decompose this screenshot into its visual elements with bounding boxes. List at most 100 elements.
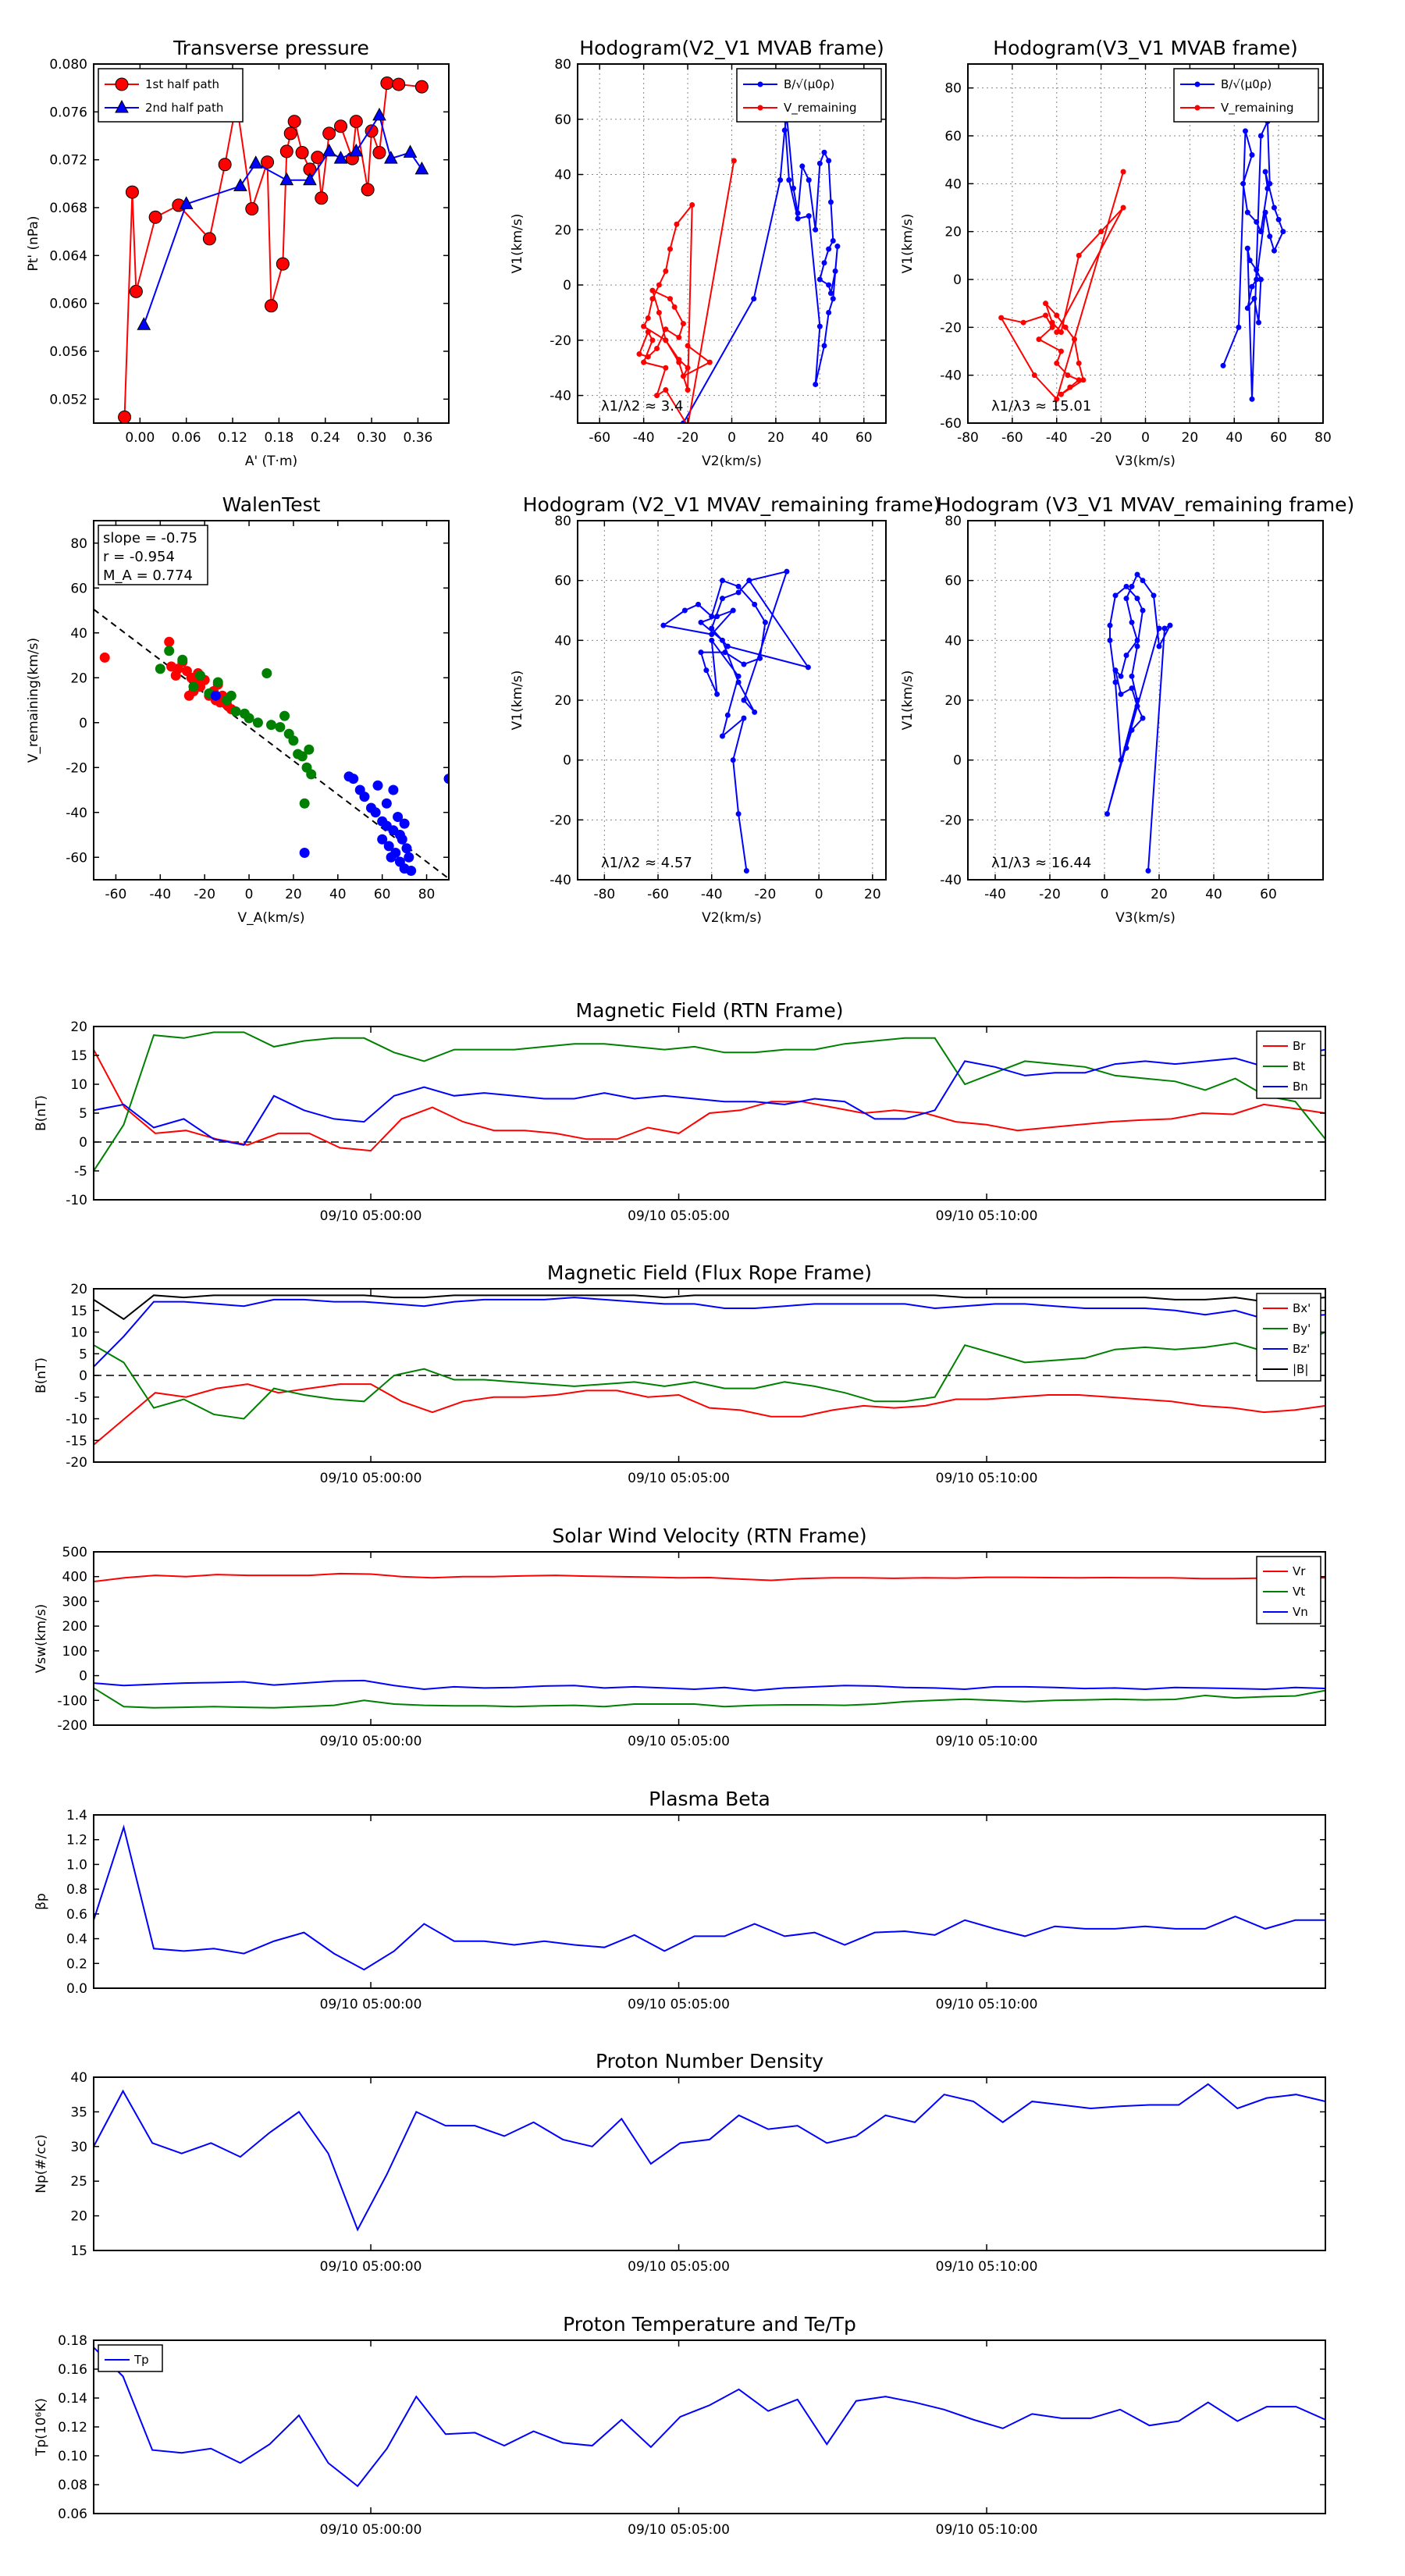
c2-legend-label-0: B/√(μ0ρ) bbox=[1221, 77, 1272, 91]
c11-ytick-label-6: 0.18 bbox=[58, 2333, 87, 2349]
c11-title: Proton Temperature and Te/Tp bbox=[563, 2313, 856, 2336]
c2-ytick-label-2: -20 bbox=[940, 320, 962, 336]
c5-xtick-label-1: -20 bbox=[1039, 887, 1061, 902]
c5-s0-point-25 bbox=[1123, 583, 1129, 589]
c0-xtick-label-1: 0.06 bbox=[172, 430, 201, 446]
c2-s0-point-6 bbox=[1254, 219, 1260, 225]
c7-data bbox=[94, 1294, 1325, 1446]
c5-s0-point-6 bbox=[1134, 571, 1140, 578]
c5-s0-point-32 bbox=[1156, 625, 1162, 632]
c7-series-line-2 bbox=[94, 1297, 1325, 1368]
c0-s1-point-0 bbox=[137, 317, 151, 330]
c0-ytick-label-6: 0.076 bbox=[49, 105, 87, 120]
c3-s1-point-0 bbox=[155, 664, 165, 674]
c6-legend-label-1: Bt bbox=[1293, 1059, 1305, 1073]
c1-s0-point-17 bbox=[816, 276, 823, 283]
c2-s0-point-22 bbox=[1254, 267, 1260, 273]
c5-xlabel: V3(km/s) bbox=[1115, 910, 1176, 926]
c0-ytick-label-4: 0.068 bbox=[49, 201, 87, 216]
c3-s0-point-0 bbox=[99, 652, 110, 663]
c2-s1-point-20 bbox=[1049, 319, 1055, 326]
c8-ytick-label-4: 200 bbox=[62, 1619, 87, 1635]
c2-s0-point-19 bbox=[1251, 296, 1257, 302]
c1-s0-point-2 bbox=[777, 177, 784, 183]
c4-s0-point-29 bbox=[741, 697, 747, 703]
c5-xtick-label-2: 0 bbox=[1101, 887, 1109, 902]
c9-ytick-label-5: 1.0 bbox=[66, 1857, 87, 1873]
c7-ytick-label-2: -10 bbox=[66, 1412, 87, 1428]
c4-s0-point-4 bbox=[719, 733, 725, 739]
c5-s0-point-26 bbox=[1134, 596, 1140, 602]
c1-title: Hodogram(V2_V1 MVAB frame) bbox=[579, 37, 884, 59]
c11-legend-box bbox=[98, 2344, 163, 2372]
c10-ytick-label-1: 20 bbox=[70, 2209, 87, 2225]
c1-s1-point-2 bbox=[663, 387, 669, 393]
c0-ylabel: Pt' (nPa) bbox=[26, 216, 41, 272]
c9-ytick-label-3: 0.6 bbox=[66, 1907, 87, 1923]
c0-s0-point-2 bbox=[129, 284, 143, 298]
c4-s0-point-10 bbox=[698, 649, 704, 656]
c5-ytick-label-2: 0 bbox=[953, 753, 962, 769]
c0-s1-point-3 bbox=[248, 155, 263, 169]
c3-s1-point-4 bbox=[195, 670, 205, 681]
c2-s0-point-21 bbox=[1257, 276, 1264, 283]
c4-s0-point-9 bbox=[703, 667, 710, 674]
c9-ytick-label-4: 0.8 bbox=[66, 1882, 87, 1898]
c3-data bbox=[94, 608, 449, 880]
c5-title: Hodogram (V3_V1 MVAV_remaining frame) bbox=[937, 493, 1355, 516]
c4-s0-point-3 bbox=[741, 715, 747, 721]
c1-xtick-label-3: 0 bbox=[727, 430, 736, 446]
c7-series-line-1 bbox=[94, 1331, 1325, 1420]
c10-xtick-label-0: 09/10 05:00:00 bbox=[320, 2259, 422, 2275]
c4-s0-point-26 bbox=[719, 637, 725, 643]
c8-series-line-0 bbox=[94, 1572, 1325, 1583]
c2-s0-point-20 bbox=[1256, 319, 1262, 326]
c4-xtick-label-5: 20 bbox=[864, 887, 881, 902]
c2-s1-point-legend bbox=[1194, 105, 1200, 111]
c3-s1-point-9 bbox=[230, 706, 241, 717]
c1-xtick-label-6: 60 bbox=[855, 430, 873, 446]
c8-ytick-label-3: 100 bbox=[62, 1644, 87, 1660]
c1-s0-point-5 bbox=[791, 185, 796, 191]
c2-ytick-label-6: 60 bbox=[944, 129, 962, 144]
c1-s1-point-23 bbox=[667, 246, 673, 252]
c2-s0-point-16 bbox=[1254, 276, 1260, 283]
c1-s1-point-4 bbox=[663, 365, 669, 371]
c9-ylabel: βp bbox=[34, 1893, 49, 1910]
c7-legend-label-0: Bx' bbox=[1293, 1301, 1311, 1315]
c7-ytick-label-7: 15 bbox=[70, 1304, 87, 1319]
c5-xtick-label-0: -40 bbox=[984, 887, 1006, 902]
c8-xtick-label-1: 09/10 05:05:00 bbox=[628, 1734, 730, 1749]
c4-s0-point-32 bbox=[805, 664, 811, 671]
c1-ytick-label-3: 20 bbox=[554, 222, 571, 238]
c5-xtick-label-4: 40 bbox=[1205, 887, 1222, 902]
c0-s0-point-0 bbox=[118, 410, 132, 423]
c3-ytick-label-2: -20 bbox=[66, 760, 87, 776]
c2-s0-point-17 bbox=[1249, 283, 1255, 290]
c0-xtick-label-0: 0.00 bbox=[125, 430, 155, 446]
c0-s0-point-12 bbox=[279, 144, 293, 158]
c0-xtick-label-2: 0.12 bbox=[218, 430, 247, 446]
c5-plot-frame bbox=[967, 520, 1324, 881]
c2-s0-point-8 bbox=[1264, 185, 1271, 191]
c4-ylabel: V1(km/s) bbox=[510, 671, 525, 731]
c3-xtick-label-7: 80 bbox=[418, 887, 436, 902]
c6-series-line-0 bbox=[94, 1049, 1325, 1152]
c4-s0-point-35 bbox=[719, 596, 725, 602]
c6-ytick-label-4: 10 bbox=[70, 1077, 87, 1093]
c5-s0-point-4 bbox=[1151, 592, 1157, 599]
c11-xtick-label-1: 09/10 05:05:00 bbox=[628, 2522, 730, 2538]
c10-ylabel: Np(#/cc) bbox=[34, 2134, 49, 2193]
c7-ytick-label-6: 10 bbox=[70, 1325, 87, 1341]
c3-s1-point-24 bbox=[306, 769, 317, 780]
c3-ytick-label-7: 80 bbox=[70, 536, 87, 552]
c3-s1-point-23 bbox=[304, 744, 315, 755]
c4-s0-point-15 bbox=[752, 601, 758, 607]
c3-s2-point-7 bbox=[370, 807, 381, 818]
c5-s0-point-5 bbox=[1140, 578, 1146, 584]
c2-xtick-label-6: 40 bbox=[1225, 430, 1243, 446]
c1-s1-point-16 bbox=[649, 287, 656, 294]
c2-ytick-label-7: 80 bbox=[944, 81, 962, 97]
c1-s1-point-15 bbox=[667, 296, 673, 302]
c4-s0-point-19 bbox=[695, 601, 702, 607]
